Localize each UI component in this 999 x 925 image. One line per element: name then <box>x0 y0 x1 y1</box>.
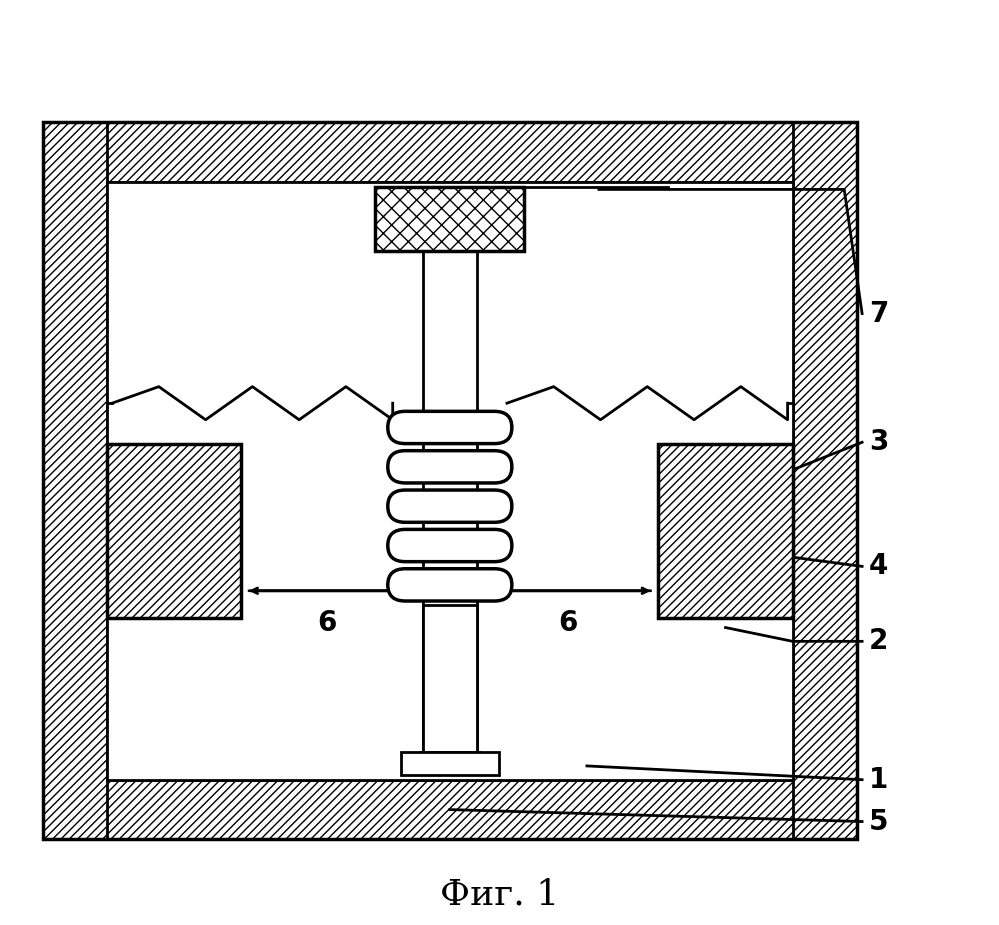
FancyBboxPatch shape <box>388 529 511 561</box>
Bar <box>43 122 107 840</box>
Bar <box>401 752 500 775</box>
Bar <box>658 444 792 618</box>
FancyBboxPatch shape <box>388 490 511 523</box>
Bar <box>423 605 478 752</box>
Bar <box>43 780 857 840</box>
Text: Фиг. 1: Фиг. 1 <box>440 878 559 912</box>
Text: 2: 2 <box>869 627 888 655</box>
Bar <box>43 122 857 840</box>
Bar <box>420 752 480 766</box>
FancyBboxPatch shape <box>388 569 511 601</box>
Text: 7: 7 <box>869 300 888 327</box>
Text: 4: 4 <box>869 552 888 580</box>
Bar <box>107 182 792 780</box>
Bar <box>107 444 241 618</box>
Text: 5: 5 <box>869 808 888 835</box>
Text: 6: 6 <box>557 609 577 637</box>
FancyBboxPatch shape <box>388 412 511 444</box>
FancyBboxPatch shape <box>388 450 511 483</box>
Bar <box>376 187 524 251</box>
Bar <box>43 122 857 182</box>
Bar <box>423 187 478 766</box>
Text: 1: 1 <box>869 766 888 794</box>
Text: 6: 6 <box>317 609 337 637</box>
Text: 3: 3 <box>869 428 888 456</box>
Bar <box>792 122 857 840</box>
